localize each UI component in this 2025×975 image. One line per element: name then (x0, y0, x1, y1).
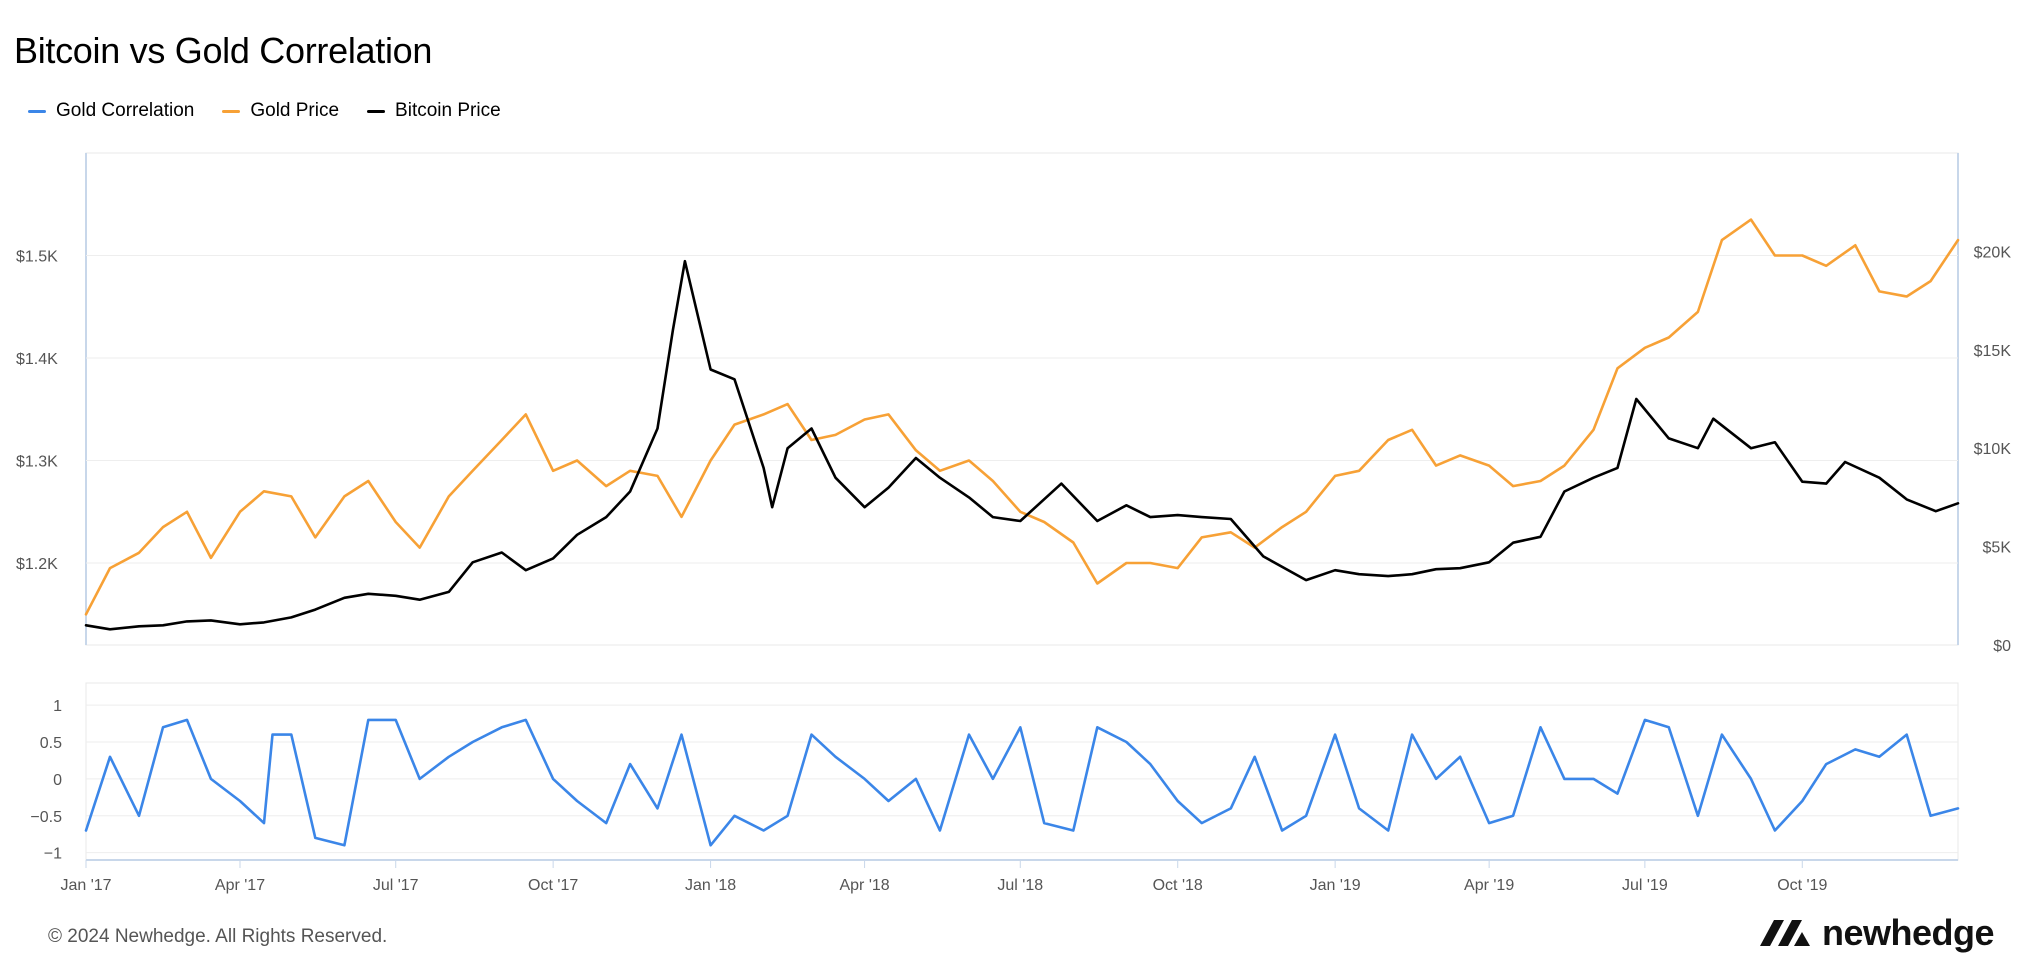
x-axis-tick-label: Jul '17 (373, 877, 419, 894)
bitcoin-price-series-line (84, 259, 1960, 631)
brand-name: newhedge (1822, 912, 1995, 953)
legend-label: Gold Correlation (56, 100, 195, 121)
copyright-footer: © 2024 Newhedge. All Rights Reserved. (48, 926, 388, 947)
legend-label: Gold Price (250, 100, 340, 121)
right-axis-tick-label: $5K (1983, 540, 2012, 557)
x-axis-tick-label: Apr '18 (839, 877, 889, 894)
left-axis-tick-label: $1.3K (16, 454, 58, 471)
right-axis-tick-label: $10K (1974, 441, 2012, 458)
x-axis-tick-label: Jan '18 (685, 877, 736, 894)
brand-logo[interactable]: newhedge (1758, 912, 1995, 954)
gold-price-series-line (84, 218, 1960, 616)
x-axis-tick-label: Jan '19 (1310, 877, 1361, 894)
x-axis-tick-label: Jul '18 (997, 877, 1043, 894)
legend-item-gold-correlation[interactable]: Gold Correlation (28, 100, 194, 122)
left-axis-tick-label: $1.2K (16, 556, 58, 573)
legend-swatch-blue (28, 109, 46, 113)
legend-swatch-orange (222, 109, 241, 113)
legend-swatch-black (367, 109, 386, 113)
right-axis-tick-label: $15K (1974, 343, 2012, 360)
correlation-axis-tick-label: 0.5 (40, 735, 62, 752)
x-axis-tick-label: Apr '19 (1464, 877, 1514, 894)
x-axis-tick-label: Oct '18 (1153, 877, 1203, 894)
gold-correlation-series-line (84, 718, 1960, 847)
left-axis-tick-label: $1.4K (16, 351, 58, 368)
right-axis-tick-label: $0 (1993, 638, 2011, 655)
price-pane-frame (85, 152, 1959, 646)
page-title: Bitcoin vs Gold Correlation (14, 30, 433, 71)
correlation-axis-tick-label: 0 (53, 772, 62, 789)
left-axis-tick-label: $1.5K (16, 249, 58, 266)
right-axis-tick-label: $20K (1974, 244, 2012, 261)
legend-item-gold-price[interactable]: Gold Price (222, 100, 339, 122)
correlation-axis-tick-label: −1 (44, 846, 62, 863)
newhedge-logo-icon (1760, 920, 1810, 946)
x-axis-tick-label: Jul '19 (1622, 877, 1668, 894)
x-axis-tick-label: Oct '19 (1777, 877, 1827, 894)
correlation-axis-tick-label: −0.5 (30, 809, 62, 826)
legend-label: Bitcoin Price (395, 100, 501, 121)
x-axis-tick-label: Oct '17 (528, 877, 578, 894)
x-axis-tick-label: Apr '17 (215, 877, 265, 894)
chart-legend: Gold Correlation Gold Price Bitcoin Pric… (28, 100, 501, 122)
correlation-axis-tick-label: 1 (53, 698, 62, 715)
legend-item-bitcoin-price[interactable]: Bitcoin Price (367, 100, 501, 122)
x-axis-tick-label: Jan '17 (60, 877, 111, 894)
correlation-pane-frame (85, 682, 1959, 861)
